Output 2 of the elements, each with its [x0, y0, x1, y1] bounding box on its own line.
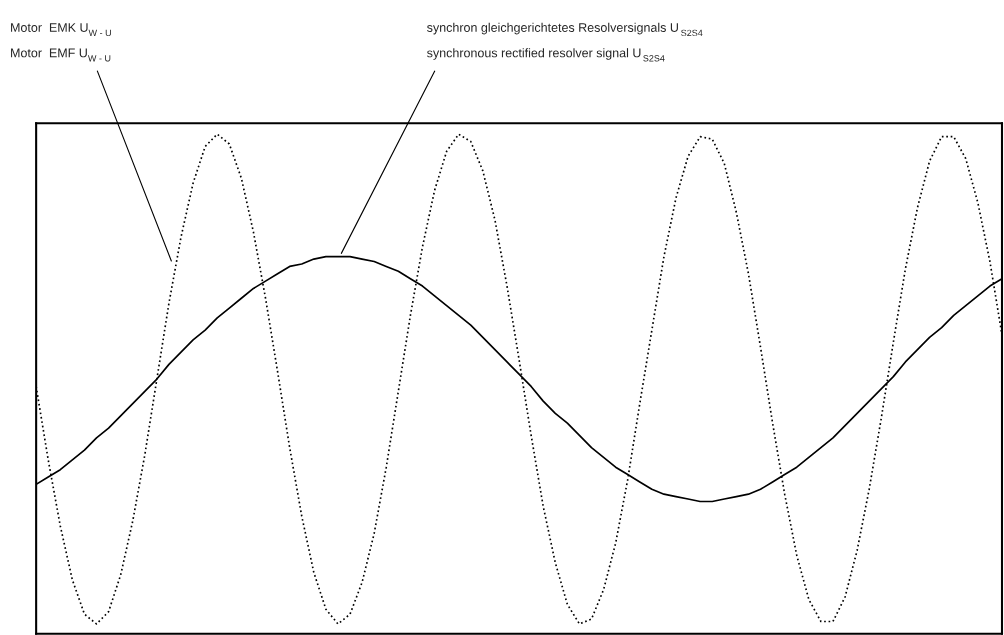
- text: synchron gleichgerichtetes Resolversignals US2S4: [427, 22, 703, 37]
- text: synchronous rectified resolver signal US2S4: [427, 48, 665, 62]
